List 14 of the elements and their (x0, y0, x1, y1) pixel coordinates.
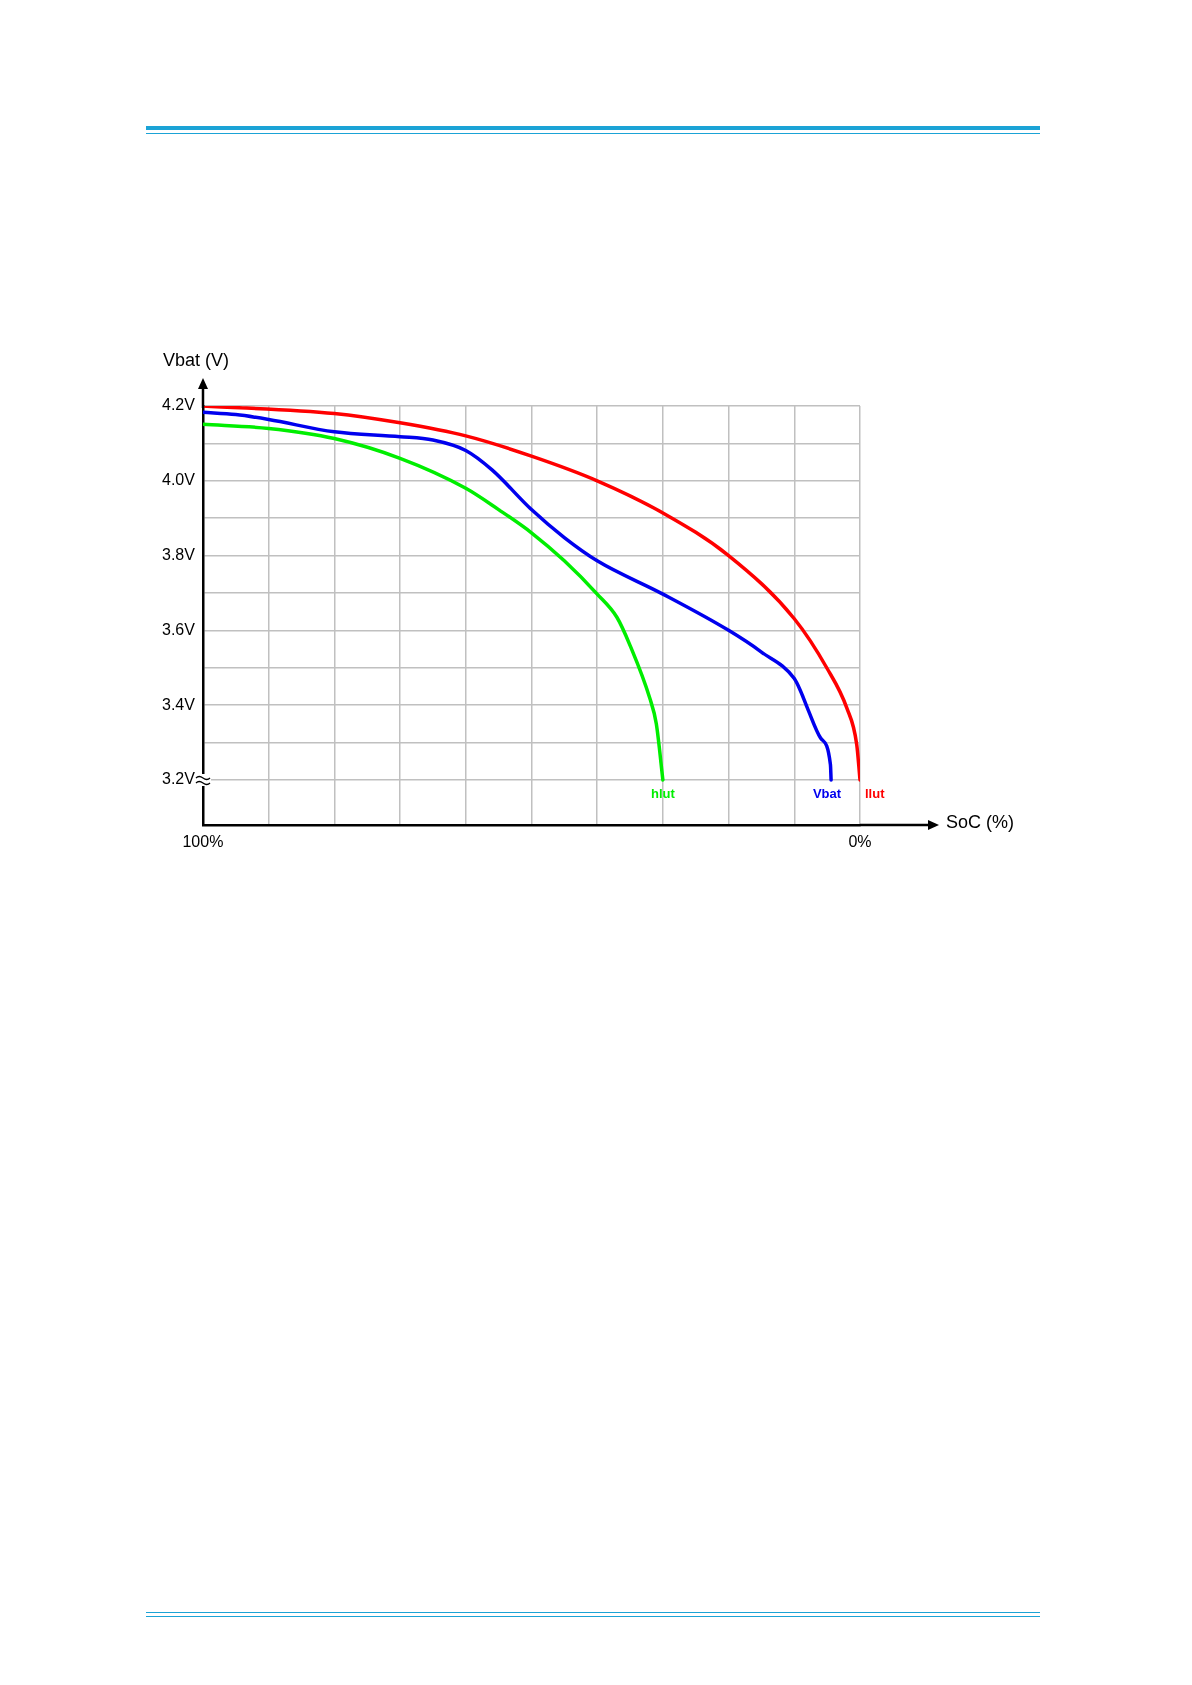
line-series (202, 422, 665, 782)
x-tick-label: 100% (182, 832, 224, 850)
y-tick-label: 3.8V (161, 545, 196, 563)
y-tick-label: 4.0V (161, 471, 196, 489)
y-tick-label: 3.6V (161, 620, 196, 638)
y-axis-title: Vbat (V) (162, 349, 229, 370)
x-axis-title: SoC (%) (946, 811, 1015, 832)
y-tick-label: 3.2V (161, 770, 196, 788)
x-tick-label: 0% (848, 832, 872, 850)
y-tick-label: 3.4V (161, 695, 196, 713)
series-label: Vbat (812, 786, 842, 802)
series-label: hlut (650, 786, 676, 802)
y-tick-label: 4.2V (161, 396, 196, 414)
series-label: llut (865, 786, 886, 802)
